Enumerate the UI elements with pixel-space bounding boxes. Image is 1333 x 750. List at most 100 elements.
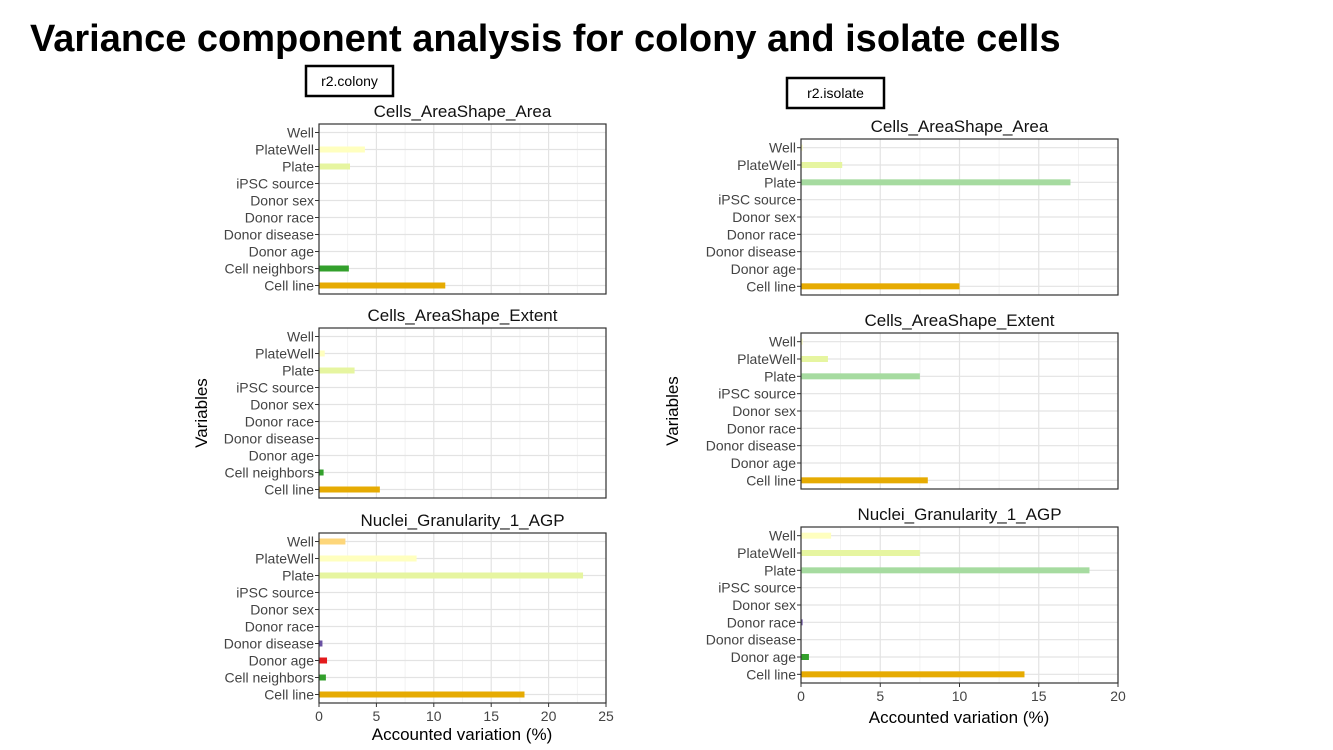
y-tick-label: Donor disease — [706, 244, 796, 260]
bar — [801, 671, 1025, 678]
y-tick-label: Donor sex — [732, 403, 796, 419]
y-tick-label: PlateWell — [737, 351, 796, 367]
bar — [801, 162, 843, 168]
y-tick-label: Donor sex — [732, 209, 796, 225]
x-tick-label: 10 — [952, 688, 968, 704]
y-tick-label: iPSC source — [718, 386, 796, 402]
y-tick-label: Plate — [282, 363, 314, 379]
y-tick-label: iPSC source — [718, 192, 796, 208]
y-axis-title: Variables — [663, 376, 682, 446]
y-tick-label: Donor race — [245, 619, 314, 635]
bar — [801, 550, 920, 556]
y-tick-label: Donor sex — [732, 597, 796, 613]
bar — [319, 486, 380, 493]
bar — [801, 356, 828, 362]
facet-panel: Nuclei_Granularity_1_AGP WellPlateWellPla… — [224, 511, 614, 724]
y-tick-label: Donor age — [249, 244, 315, 260]
facet-panel: Cells_AreaShape_Extent WellPlateWellPlate… — [706, 311, 1119, 490]
y-tick-label: PlateWell — [255, 551, 314, 567]
bar — [319, 163, 350, 170]
facet-title: Cells_AreaShape_Area — [871, 117, 1049, 136]
x-axis-title: Accounted variation (%) — [869, 708, 1049, 727]
y-tick-label: Donor age — [731, 455, 797, 471]
bar — [319, 691, 525, 698]
facet-title: Cells_AreaShape_Area — [374, 102, 552, 121]
y-tick-label: Well — [769, 334, 796, 350]
bar — [801, 338, 803, 345]
y-tick-label: iPSC source — [236, 176, 314, 192]
bar — [801, 283, 960, 290]
group-label-box — [304, 64, 395, 98]
bar — [319, 674, 326, 681]
y-tick-label: Cell neighbors — [225, 261, 315, 277]
y-tick-label: Cell neighbors — [225, 670, 315, 686]
x-tick-label: 15 — [483, 708, 499, 724]
bar — [319, 657, 328, 664]
y-tick-label: Well — [769, 140, 796, 156]
y-tick-label: Plate — [282, 159, 314, 175]
y-tick-label: Donor race — [727, 614, 796, 630]
y-tick-label: Donor disease — [224, 227, 314, 243]
y-tick-label: Donor age — [249, 653, 315, 669]
x-tick-label: 20 — [541, 708, 557, 724]
y-tick-label: iPSC source — [236, 380, 314, 396]
bar — [319, 146, 365, 153]
y-tick-label: Cell neighbors — [225, 465, 315, 481]
y-tick-label: Well — [287, 534, 314, 550]
y-tick-label: Donor race — [727, 226, 796, 242]
y-tick-label: Cell line — [264, 278, 314, 294]
bar — [319, 367, 355, 374]
panel-border — [318, 327, 607, 499]
facet-panel: Cells_AreaShape_Area WellPlateWellPlateiP… — [224, 102, 607, 295]
bar — [319, 538, 346, 545]
group-label: r2.isolate — [807, 85, 864, 101]
facet-title: Cells_AreaShape_Extent — [865, 311, 1055, 330]
bar — [801, 144, 803, 151]
y-tick-label: Cell line — [746, 472, 796, 488]
y-tick-label: Plate — [764, 368, 796, 384]
bar — [801, 654, 809, 660]
x-tick-label: 15 — [1031, 688, 1047, 704]
y-tick-label: iPSC source — [718, 580, 796, 596]
facet-title: Nuclei_Granularity_1_AGP — [857, 505, 1061, 524]
panel-border — [318, 123, 607, 295]
bar — [319, 469, 324, 476]
y-tick-label: Well — [287, 329, 314, 345]
x-tick-label: 0 — [797, 688, 805, 704]
x-tick-label: 10 — [426, 708, 442, 724]
y-tick-label: Donor age — [731, 649, 797, 665]
x-tick-label: 5 — [876, 688, 884, 704]
y-tick-label: Donor sex — [250, 397, 314, 413]
x-tick-label: 5 — [373, 708, 381, 724]
bar — [319, 282, 446, 289]
facet-title: Nuclei_Granularity_1_AGP — [360, 511, 564, 530]
x-tick-label: 25 — [598, 708, 614, 724]
bar — [319, 350, 325, 357]
y-tick-label: PlateWell — [737, 157, 796, 173]
bar — [319, 555, 417, 562]
y-tick-label: Plate — [764, 562, 796, 578]
y-tick-label: Donor age — [731, 261, 797, 277]
y-tick-label: Donor race — [245, 210, 314, 226]
y-tick-label: Donor race — [727, 420, 796, 436]
y-tick-label: Donor disease — [224, 431, 314, 447]
y-tick-label: Donor sex — [250, 193, 314, 209]
y-tick-label: Donor race — [245, 414, 314, 430]
group-label-box — [785, 76, 886, 110]
bar — [319, 265, 349, 272]
bar — [801, 619, 803, 626]
y-tick-label: Donor sex — [250, 602, 314, 618]
facet-panel: Cells_AreaShape_Extent WellPlateWellPlate… — [224, 306, 607, 499]
y-tick-label: Plate — [764, 174, 796, 190]
y-tick-label: Donor age — [249, 448, 315, 464]
page-title: Variance component analysis for colony a… — [30, 18, 1061, 60]
y-tick-label: PlateWell — [737, 545, 796, 561]
y-tick-label: Well — [287, 125, 314, 141]
y-tick-label: Donor disease — [224, 636, 314, 652]
y-tick-label: Cell line — [264, 687, 314, 703]
y-tick-label: PlateWell — [255, 346, 314, 362]
y-tick-label: Well — [769, 528, 796, 544]
chart-r2-isolate: r2.isolateCells_AreaShape_AreaWellPlateW… — [663, 76, 1126, 727]
y-tick-label: iPSC source — [236, 585, 314, 601]
facet-title: Cells_AreaShape_Extent — [368, 306, 558, 325]
